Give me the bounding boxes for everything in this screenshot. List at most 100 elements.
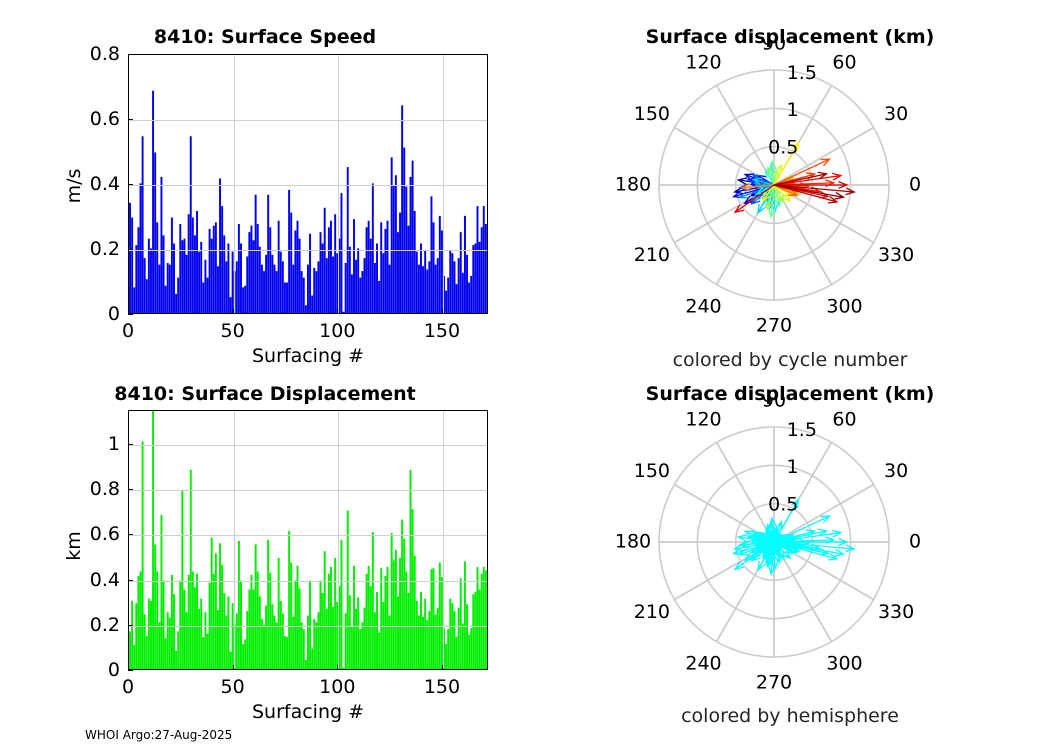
bar	[304, 659, 307, 669]
bar	[430, 196, 433, 313]
bar	[325, 258, 328, 313]
bar	[470, 628, 473, 669]
bar	[152, 90, 155, 313]
bar	[298, 238, 301, 313]
bar	[478, 589, 481, 669]
bar	[413, 555, 416, 669]
bar	[254, 194, 257, 313]
bar	[436, 258, 439, 313]
bar	[179, 224, 182, 313]
bar	[455, 637, 458, 669]
bar	[273, 264, 276, 313]
bar	[355, 608, 358, 669]
x-tick-mark	[337, 309, 339, 314]
bar	[384, 576, 387, 669]
bar	[420, 243, 422, 313]
bar	[346, 510, 349, 669]
bar	[350, 626, 353, 669]
bar	[150, 248, 152, 313]
bar	[315, 622, 318, 669]
bar	[223, 235, 226, 313]
polar-vector-arrow	[773, 141, 800, 186]
bar	[235, 613, 238, 669]
bar	[202, 282, 205, 313]
polar-angle-label: 240	[685, 653, 721, 675]
bar	[409, 469, 412, 669]
surface-displacement-plot-area	[128, 410, 488, 670]
bar	[480, 227, 483, 313]
bar	[417, 615, 420, 669]
bar	[300, 622, 303, 669]
bar	[173, 594, 175, 669]
y-tick-label: 0.8	[89, 43, 120, 65]
bar	[177, 631, 180, 669]
x-tick-mark	[232, 309, 234, 314]
y-tick-label: 0.8	[89, 478, 120, 501]
bar	[170, 574, 173, 669]
bar	[373, 263, 376, 313]
bar	[457, 258, 460, 313]
surface-speed-bars	[129, 90, 487, 313]
polar-vector-arrow	[773, 184, 839, 204]
bar	[336, 253, 339, 313]
polar-vector-arrow	[773, 184, 856, 196]
bar	[139, 183, 142, 313]
y-tick-label: 0.4	[89, 568, 120, 591]
bar	[185, 254, 188, 313]
bar	[365, 573, 368, 669]
y-tick-mark	[128, 579, 133, 581]
polar-vector-arrow	[751, 174, 775, 186]
bar	[283, 635, 286, 669]
bar	[361, 271, 364, 313]
bar	[267, 194, 270, 313]
bar	[447, 277, 450, 313]
bar	[173, 243, 175, 313]
polar-cycle-plot-area: 0 30 60 90 120 150 180 210 240 270 300 330 0.5 1 1.5	[615, 40, 921, 337]
y-tick-mark	[128, 184, 133, 185]
bar	[277, 557, 280, 669]
bar	[388, 264, 391, 313]
bar	[455, 284, 458, 313]
polar-hemisphere-plot-area: 0 30 60 90 120 150 180 210 240 270 300 330 0.5 1 1.5	[615, 397, 921, 694]
bar	[208, 228, 211, 313]
bar	[154, 152, 157, 313]
surface-speed-xlabel: Surfacing #	[251, 345, 365, 367]
polar-angle-label: 90	[762, 397, 786, 412]
bar	[143, 258, 146, 313]
bar	[242, 287, 245, 313]
bar	[380, 222, 383, 313]
bar	[145, 635, 148, 669]
bar	[170, 217, 173, 313]
polar-hemisphere-title: Surface displacement (km)	[645, 383, 935, 405]
bar	[137, 227, 140, 313]
bar	[288, 189, 291, 313]
polar-cycle-title: Surface displacement (km)	[645, 26, 935, 48]
polar-angle-label: 30	[884, 460, 908, 482]
bar	[369, 238, 372, 313]
bar	[415, 600, 418, 669]
bar	[426, 620, 429, 669]
bar	[334, 214, 337, 313]
bar	[330, 220, 332, 313]
panel-polar-cycle-number: Surface displacement (km) 0 30 60 90 120 150 1…	[530, 0, 1050, 375]
bar	[231, 251, 234, 313]
bar	[246, 611, 249, 669]
bar	[384, 228, 387, 313]
polar-vector-arrow	[773, 184, 799, 197]
bar	[294, 230, 297, 313]
bar	[474, 591, 477, 669]
bar	[279, 251, 282, 313]
y-tick-label: 1	[107, 432, 120, 455]
bar	[486, 259, 487, 313]
bar	[177, 277, 180, 313]
bar	[311, 648, 314, 669]
polar-vector-arrow	[737, 184, 775, 199]
bar	[286, 637, 288, 669]
bar	[187, 574, 190, 669]
bar	[426, 269, 429, 313]
bar	[281, 261, 284, 313]
gridline-vertical	[442, 55, 444, 313]
bar	[233, 624, 236, 669]
gridline-horizontal	[129, 185, 487, 186]
bar	[246, 256, 249, 313]
